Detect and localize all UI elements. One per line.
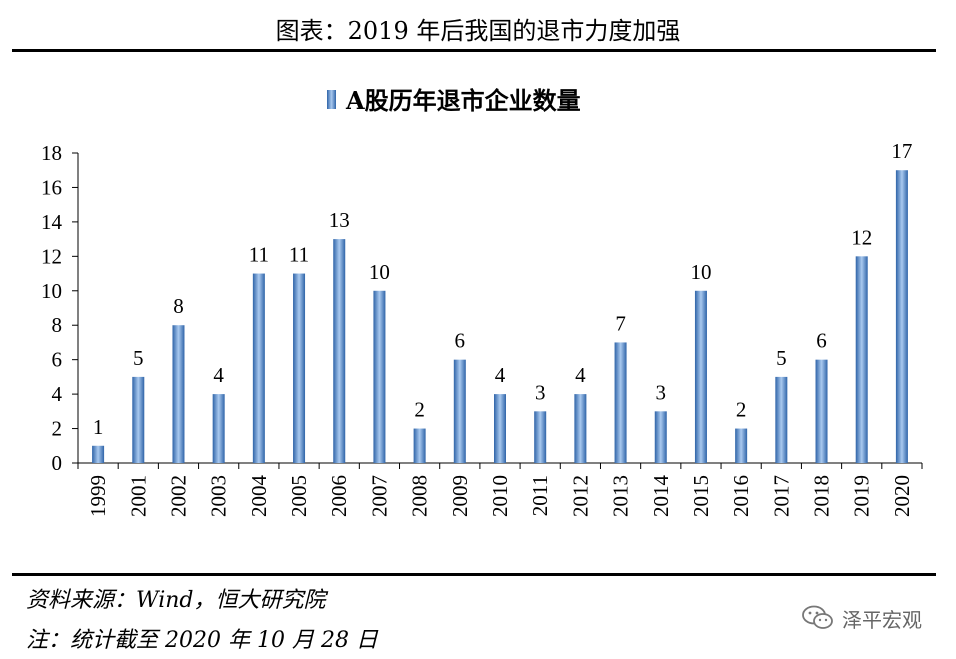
bars — [92, 170, 908, 463]
x-tick-label: 2013 — [609, 475, 633, 517]
y-tick-label: 2 — [52, 417, 63, 441]
bottom-divider — [12, 573, 936, 576]
x-tick-label: 2018 — [810, 475, 834, 517]
x-tick-label: 2016 — [729, 475, 753, 517]
legend-label: A股历年退市企业数量 — [345, 86, 581, 115]
x-tick-label: 2020 — [890, 475, 914, 517]
x-tick-label: 2012 — [568, 475, 592, 517]
y-tick-label: 10 — [41, 279, 62, 303]
figure-title: 图表：2019 年后我国的退市力度加强 — [275, 17, 681, 45]
bar-2020 — [895, 170, 908, 463]
x-tick-label: 2002 — [166, 475, 190, 517]
bar-2011 — [534, 411, 547, 463]
bar-2005 — [293, 273, 306, 463]
bar-2007 — [373, 290, 386, 463]
legend-swatch — [327, 90, 336, 109]
y-tick-label: 0 — [52, 451, 63, 475]
x-tick-label: 2017 — [769, 475, 793, 517]
data-label-2015: 10 — [690, 260, 711, 284]
data-label-2007: 10 — [369, 260, 390, 284]
data-label-2014: 3 — [656, 380, 667, 404]
x-tick-label: 2007 — [367, 475, 391, 517]
data-label-2017: 5 — [776, 346, 787, 370]
data-label-2019: 12 — [851, 225, 872, 249]
x-tick-label: 1999 — [86, 475, 110, 517]
bar-2003 — [212, 394, 225, 463]
x-tick-label: 2001 — [126, 475, 150, 517]
data-label-2005: 11 — [289, 243, 309, 267]
x-tick-label: 2015 — [689, 475, 713, 517]
bar-2004 — [252, 273, 265, 463]
x-axis: 1999 2001 2002 2003 2004 2005 2006 2007 2008 2009… — [77, 462, 923, 518]
watermark-text: 泽平宏观 — [842, 607, 922, 632]
wechat-icon — [802, 605, 833, 629]
data-label-2009: 6 — [455, 329, 466, 353]
bar-2014 — [654, 411, 667, 463]
bar-1999 — [92, 445, 105, 463]
x-tick-label: 2003 — [207, 475, 231, 517]
y-tick-label: 6 — [52, 348, 63, 372]
data-label-1999: 1 — [93, 415, 104, 439]
data-label-2013: 7 — [615, 311, 626, 335]
y-axis: 0 2 4 6 8 10 12 14 16 18 — [41, 141, 79, 475]
bar-2008 — [413, 428, 426, 463]
bar-2019 — [855, 256, 868, 463]
x-tick-label: 2011 — [528, 475, 552, 516]
date-note: 注：统计截至 2020 年 10 月 28 日 — [26, 628, 378, 653]
data-label-2001: 5 — [133, 346, 144, 370]
bar-2017 — [775, 376, 788, 463]
data-label-2006: 13 — [329, 208, 350, 232]
watermark: 泽平宏观 — [802, 604, 922, 632]
data-label-2004: 11 — [249, 243, 269, 267]
x-tick-label: 2009 — [448, 475, 472, 517]
top-divider — [12, 49, 936, 52]
data-label-2012: 4 — [575, 363, 586, 387]
data-label-2010: 4 — [495, 363, 506, 387]
y-tick-label: 16 — [41, 175, 62, 199]
x-tick-label: 2006 — [327, 475, 351, 517]
bar-2006 — [333, 239, 346, 463]
bar-2016 — [735, 428, 748, 463]
x-tick-label: 2004 — [247, 475, 271, 518]
y-tick-label: 18 — [41, 141, 62, 165]
bar-2002 — [172, 325, 185, 463]
data-label-2011: 3 — [535, 380, 546, 404]
y-tick-label: 12 — [41, 244, 62, 268]
data-label-2020: 17 — [891, 139, 912, 163]
data-label-2018: 6 — [816, 329, 827, 353]
data-labels: 1 5 8 4 11 11 13 10 2 6 4 3 4 7 3 10 2 5 6 12 17 — [93, 139, 913, 439]
y-tick-label: 14 — [41, 210, 63, 234]
bar-2013 — [614, 342, 627, 463]
source-note: 资料来源：Wind，恒大研究院 — [26, 588, 326, 613]
bar-2018 — [815, 359, 828, 463]
x-tick-label: 2014 — [649, 475, 673, 518]
data-label-2016: 2 — [736, 398, 747, 422]
data-label-2008: 2 — [414, 398, 425, 422]
bar-2009 — [453, 359, 466, 463]
data-label-2003: 4 — [213, 363, 224, 387]
bar-2010 — [494, 394, 506, 463]
bar-2012 — [574, 394, 587, 463]
x-tick-label: 2010 — [488, 475, 512, 517]
x-tick-label: 2008 — [408, 475, 432, 517]
bar-2001 — [132, 376, 145, 463]
x-tick-label: 2005 — [287, 475, 311, 517]
y-tick-label: 4 — [52, 382, 63, 406]
data-label-2002: 8 — [173, 294, 184, 318]
x-tick-label: 2019 — [850, 475, 874, 517]
legend: A股历年退市企业数量 — [327, 86, 581, 115]
y-tick-label: 8 — [52, 313, 63, 337]
bar-2015 — [694, 290, 707, 463]
